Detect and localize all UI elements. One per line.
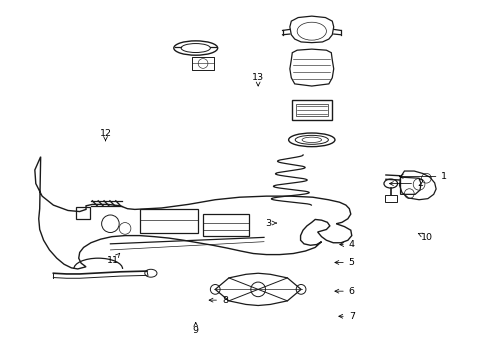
Text: 13: 13	[252, 73, 264, 86]
Text: 9: 9	[192, 323, 198, 335]
Bar	[140, 210, 198, 233]
Text: 2: 2	[389, 179, 422, 188]
Text: 12: 12	[100, 129, 111, 141]
Text: 10: 10	[417, 233, 432, 242]
Bar	[384, 195, 396, 202]
Bar	[203, 214, 249, 235]
Text: 1: 1	[399, 172, 447, 181]
Text: 8: 8	[209, 296, 227, 305]
Bar	[192, 57, 213, 70]
Text: 3: 3	[264, 219, 276, 228]
Text: 7: 7	[338, 312, 354, 321]
Bar	[76, 207, 90, 220]
Bar	[295, 104, 327, 116]
Text: 6: 6	[334, 287, 354, 296]
Text: 4: 4	[339, 240, 354, 249]
Text: 11: 11	[106, 253, 120, 265]
Bar	[291, 100, 331, 120]
Text: 5: 5	[334, 258, 354, 267]
